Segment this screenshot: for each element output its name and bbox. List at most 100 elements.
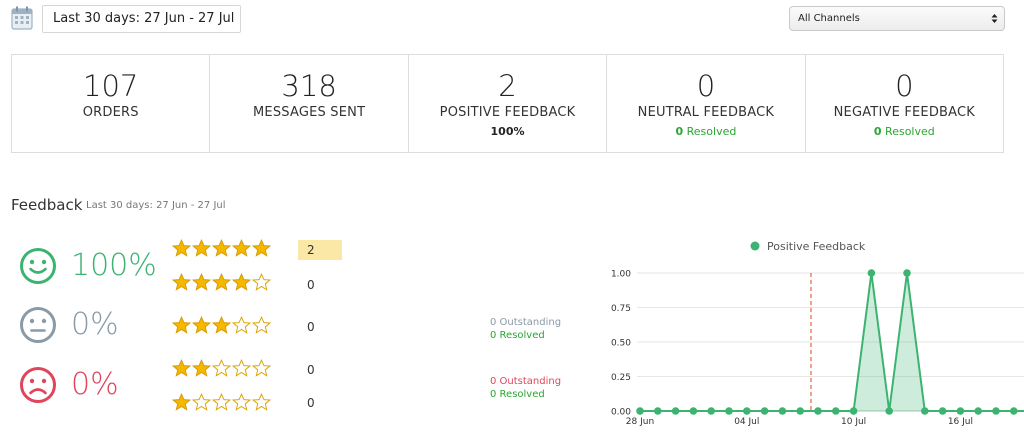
- neutral-outstanding-link[interactable]: 0 Outstanding: [490, 317, 562, 328]
- rating-count-1: 0: [307, 396, 315, 410]
- rating-count-4: 0: [307, 278, 315, 292]
- date-range-input[interactable]: Last 30 days: 27 Jun - 27 Jul: [42, 5, 241, 33]
- data-point: [849, 407, 858, 415]
- negative-status: 0 Outstanding 0 Resolved: [490, 375, 561, 401]
- feedback-title: Feedback: [11, 196, 83, 214]
- star-empty-icon: [252, 316, 271, 334]
- stat-sub: 0 Resolved: [806, 125, 1003, 139]
- star-empty-icon: [212, 393, 231, 411]
- data-point: [760, 407, 769, 415]
- stat-sub: 100%: [490, 125, 525, 138]
- star-rating-5[interactable]: [172, 239, 271, 259]
- data-point: [707, 407, 715, 415]
- star-empty-icon: [252, 273, 271, 291]
- rating-count-3: 0: [307, 320, 315, 334]
- star-filled-icon: [192, 316, 211, 334]
- neutral-face-icon: [20, 307, 56, 343]
- negative-percent: 0%: [71, 367, 119, 402]
- star-empty-icon: [232, 316, 251, 334]
- data-point: [654, 407, 662, 415]
- star-rating-3[interactable]: [172, 316, 271, 336]
- star-rating-4[interactable]: [172, 273, 271, 293]
- stat-label: NEUTRAL FEEDBACK: [637, 105, 775, 120]
- channel-select[interactable]: All Channels: [789, 6, 1005, 31]
- star-filled-icon: [172, 273, 191, 291]
- stat-value: 2: [498, 69, 517, 103]
- neutral-status: 0 Outstanding 0 Resolved: [490, 316, 561, 342]
- resolved-text: Resolved: [686, 125, 737, 138]
- positive-percent: 100%: [71, 248, 157, 283]
- data-point: [689, 407, 698, 415]
- stat-sub: 0 Resolved: [607, 125, 804, 139]
- negative-resolved-link[interactable]: 0 Resolved: [490, 389, 545, 400]
- star-filled-icon: [192, 239, 211, 257]
- stat-label: NEGATIVE FEEDBACK: [833, 105, 976, 120]
- star-empty-icon: [252, 393, 271, 411]
- star-filled-icon: [192, 273, 211, 291]
- star-empty-icon: [192, 393, 211, 411]
- stat-value: 107: [83, 69, 139, 103]
- data-point: [938, 407, 947, 415]
- y-tick-label: 0.50: [611, 339, 631, 349]
- data-point: [778, 407, 787, 415]
- data-point: [1010, 407, 1018, 415]
- legend-marker: [750, 241, 760, 251]
- stat-value: 0: [895, 69, 914, 103]
- stat-negative-feedback[interactable]: 0 NEGATIVE FEEDBACK 0 Resolved: [806, 55, 1003, 152]
- sad-face-icon: [20, 367, 56, 403]
- data-point: [903, 269, 911, 277]
- stat-value: 318: [281, 69, 337, 103]
- x-tick-label: 04 Jul: [734, 417, 759, 427]
- data-point: [671, 407, 680, 415]
- star-filled-icon: [172, 239, 191, 257]
- star-filled-icon: [212, 239, 231, 257]
- stat-label: ORDERS: [82, 105, 139, 120]
- data-point: [867, 269, 876, 277]
- feedback-period: Last 30 days: 27 Jun - 27 Jul: [86, 200, 226, 211]
- data-point: [885, 407, 893, 415]
- channel-select-value: All Channels: [798, 13, 860, 24]
- data-point: [992, 407, 1000, 415]
- stat-orders: 107 ORDERS: [12, 55, 211, 152]
- star-filled-icon: [252, 239, 271, 257]
- rating-count-2: 0: [307, 363, 315, 377]
- data-point: [796, 407, 804, 415]
- legend-label: Positive Feedback: [767, 240, 866, 253]
- data-point: [814, 407, 822, 415]
- star-filled-icon: [232, 239, 251, 257]
- data-point: [956, 407, 965, 415]
- stat-neutral-feedback[interactable]: 0 NEUTRAL FEEDBACK 0 Resolved: [607, 55, 806, 152]
- star-rating-2[interactable]: [172, 359, 271, 379]
- data-point: [832, 407, 840, 415]
- star-filled-icon: [172, 316, 191, 334]
- stat-messages-sent: 318 MESSAGES SENT: [210, 55, 409, 152]
- neutral-resolved-link[interactable]: 0 Resolved: [490, 330, 545, 341]
- star-rating-1[interactable]: [172, 393, 271, 413]
- rating-count-5: 2: [298, 240, 342, 260]
- star-filled-icon: [212, 273, 231, 291]
- resolved-count: 0: [675, 125, 684, 138]
- star-empty-icon: [232, 359, 251, 377]
- star-filled-icon: [212, 316, 231, 334]
- star-filled-icon: [232, 273, 251, 291]
- star-filled-icon: [172, 393, 191, 411]
- star-empty-icon: [232, 393, 251, 411]
- resolved-text: Resolved: [885, 125, 935, 138]
- negative-outstanding-link[interactable]: 0 Outstanding: [490, 376, 562, 387]
- happy-face-icon: [20, 248, 56, 284]
- star-filled-icon: [192, 359, 211, 377]
- data-point: [743, 407, 751, 415]
- neutral-percent: 0%: [71, 307, 119, 342]
- y-tick-label: 1.00: [611, 270, 631, 280]
- x-tick-label: 28 Jun: [626, 417, 654, 427]
- star-empty-icon: [212, 359, 231, 377]
- stat-label: POSITIVE FEEDBACK: [439, 105, 576, 120]
- data-point: [636, 407, 644, 415]
- data-point: [921, 407, 929, 415]
- calendar-icon[interactable]: [11, 6, 33, 30]
- resolved-count: 0: [873, 125, 882, 138]
- stat-positive-feedback[interactable]: 2 POSITIVE FEEDBACK 100%: [409, 55, 608, 152]
- star-filled-icon: [172, 359, 191, 377]
- data-point: [725, 407, 733, 415]
- y-tick-label: 0.75: [611, 304, 631, 314]
